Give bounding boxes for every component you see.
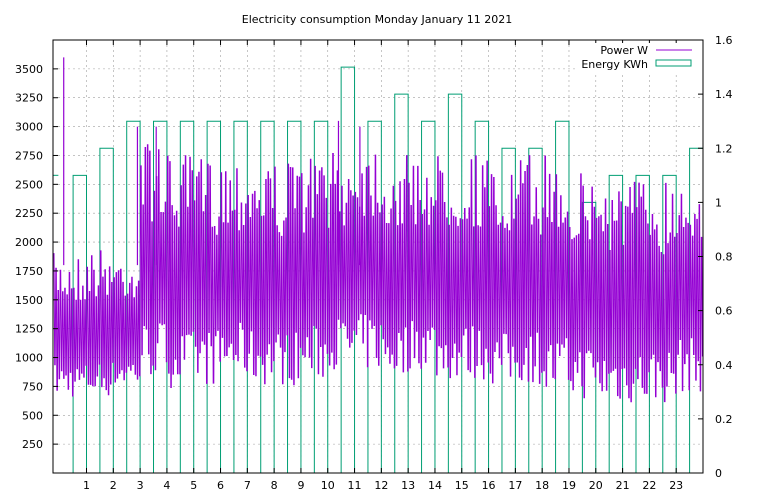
x-axis: 1 2 3 4 5 6 7 8 9 10 11 12 13 14 15 16 17 18 19 20 21 22 23 bbox=[83, 40, 683, 492]
x-tick-label: 3 bbox=[137, 479, 144, 492]
x-tick-label: 16 bbox=[482, 479, 496, 492]
y2-tick-label: 0.2 bbox=[715, 413, 733, 426]
y-tick-label: 3500 bbox=[15, 63, 43, 76]
power-line bbox=[53, 144, 703, 403]
y-axis-left: 250 500 750 1000 1250 1500 1750 2000 2250 2500 275… bbox=[15, 63, 58, 451]
x-tick-label: 23 bbox=[669, 479, 683, 492]
y-tick-label: 750 bbox=[22, 380, 43, 393]
y-tick-label: 1250 bbox=[15, 323, 43, 336]
x-tick-label: 4 bbox=[163, 479, 170, 492]
legend-label-power: Power W bbox=[600, 44, 648, 57]
x-tick-label: 11 bbox=[348, 479, 362, 492]
y-tick-label: 1000 bbox=[15, 352, 43, 365]
x-tick-label: 17 bbox=[508, 479, 522, 492]
legend-background bbox=[578, 43, 700, 73]
y-tick-label: 1750 bbox=[15, 265, 43, 278]
x-tick-label: 8 bbox=[271, 479, 278, 492]
y2-tick-label: 0.4 bbox=[715, 359, 733, 372]
legend: Power W Energy KWh bbox=[578, 43, 700, 73]
y2-tick-label: 0.8 bbox=[715, 251, 733, 264]
y2-tick-label: 0.6 bbox=[715, 305, 733, 318]
y-tick-label: 2500 bbox=[15, 178, 43, 191]
x-tick-label: 18 bbox=[535, 479, 549, 492]
y2-tick-label: 1.2 bbox=[715, 142, 733, 155]
y2-tick-label: 0 bbox=[715, 467, 722, 480]
x-tick-label: 10 bbox=[321, 479, 335, 492]
x-tick-label: 21 bbox=[616, 479, 630, 492]
y-axis-right: 0 0.2 0.4 0.6 0.8 1 1.2 1.4 1.6 bbox=[698, 34, 733, 480]
x-tick-label: 22 bbox=[642, 479, 656, 492]
legend-swatch-energy bbox=[655, 59, 692, 67]
x-tick-label: 20 bbox=[589, 479, 603, 492]
y-tick-label: 2250 bbox=[15, 207, 43, 220]
x-tick-label: 1 bbox=[83, 479, 90, 492]
x-tick-label: 15 bbox=[455, 479, 469, 492]
y2-tick-label: 1.4 bbox=[715, 88, 733, 101]
x-tick-label: 14 bbox=[428, 479, 442, 492]
power-series bbox=[53, 57, 703, 403]
x-tick-label: 12 bbox=[374, 479, 388, 492]
y-tick-label: 500 bbox=[22, 409, 43, 422]
x-tick-label: 7 bbox=[244, 479, 251, 492]
x-tick-label: 9 bbox=[297, 479, 304, 492]
y-tick-label: 250 bbox=[22, 438, 43, 451]
y-tick-label: 3000 bbox=[15, 121, 43, 134]
x-tick-label: 13 bbox=[401, 479, 415, 492]
x-tick-label: 6 bbox=[217, 479, 224, 492]
y-tick-label: 3250 bbox=[15, 92, 43, 105]
y2-tick-label: 1.6 bbox=[715, 34, 733, 47]
x-tick-label: 2 bbox=[110, 479, 117, 492]
y2-tick-label: 1 bbox=[715, 196, 722, 209]
y-tick-label: 1500 bbox=[15, 294, 43, 307]
chart-title: Electricity consumption Monday January 1… bbox=[242, 13, 512, 26]
x-tick-label: 19 bbox=[562, 479, 576, 492]
legend-label-energy: Energy KWh bbox=[581, 58, 648, 71]
y-tick-label: 2000 bbox=[15, 236, 43, 249]
y-tick-label: 2750 bbox=[15, 149, 43, 162]
x-tick-label: 5 bbox=[190, 479, 197, 492]
